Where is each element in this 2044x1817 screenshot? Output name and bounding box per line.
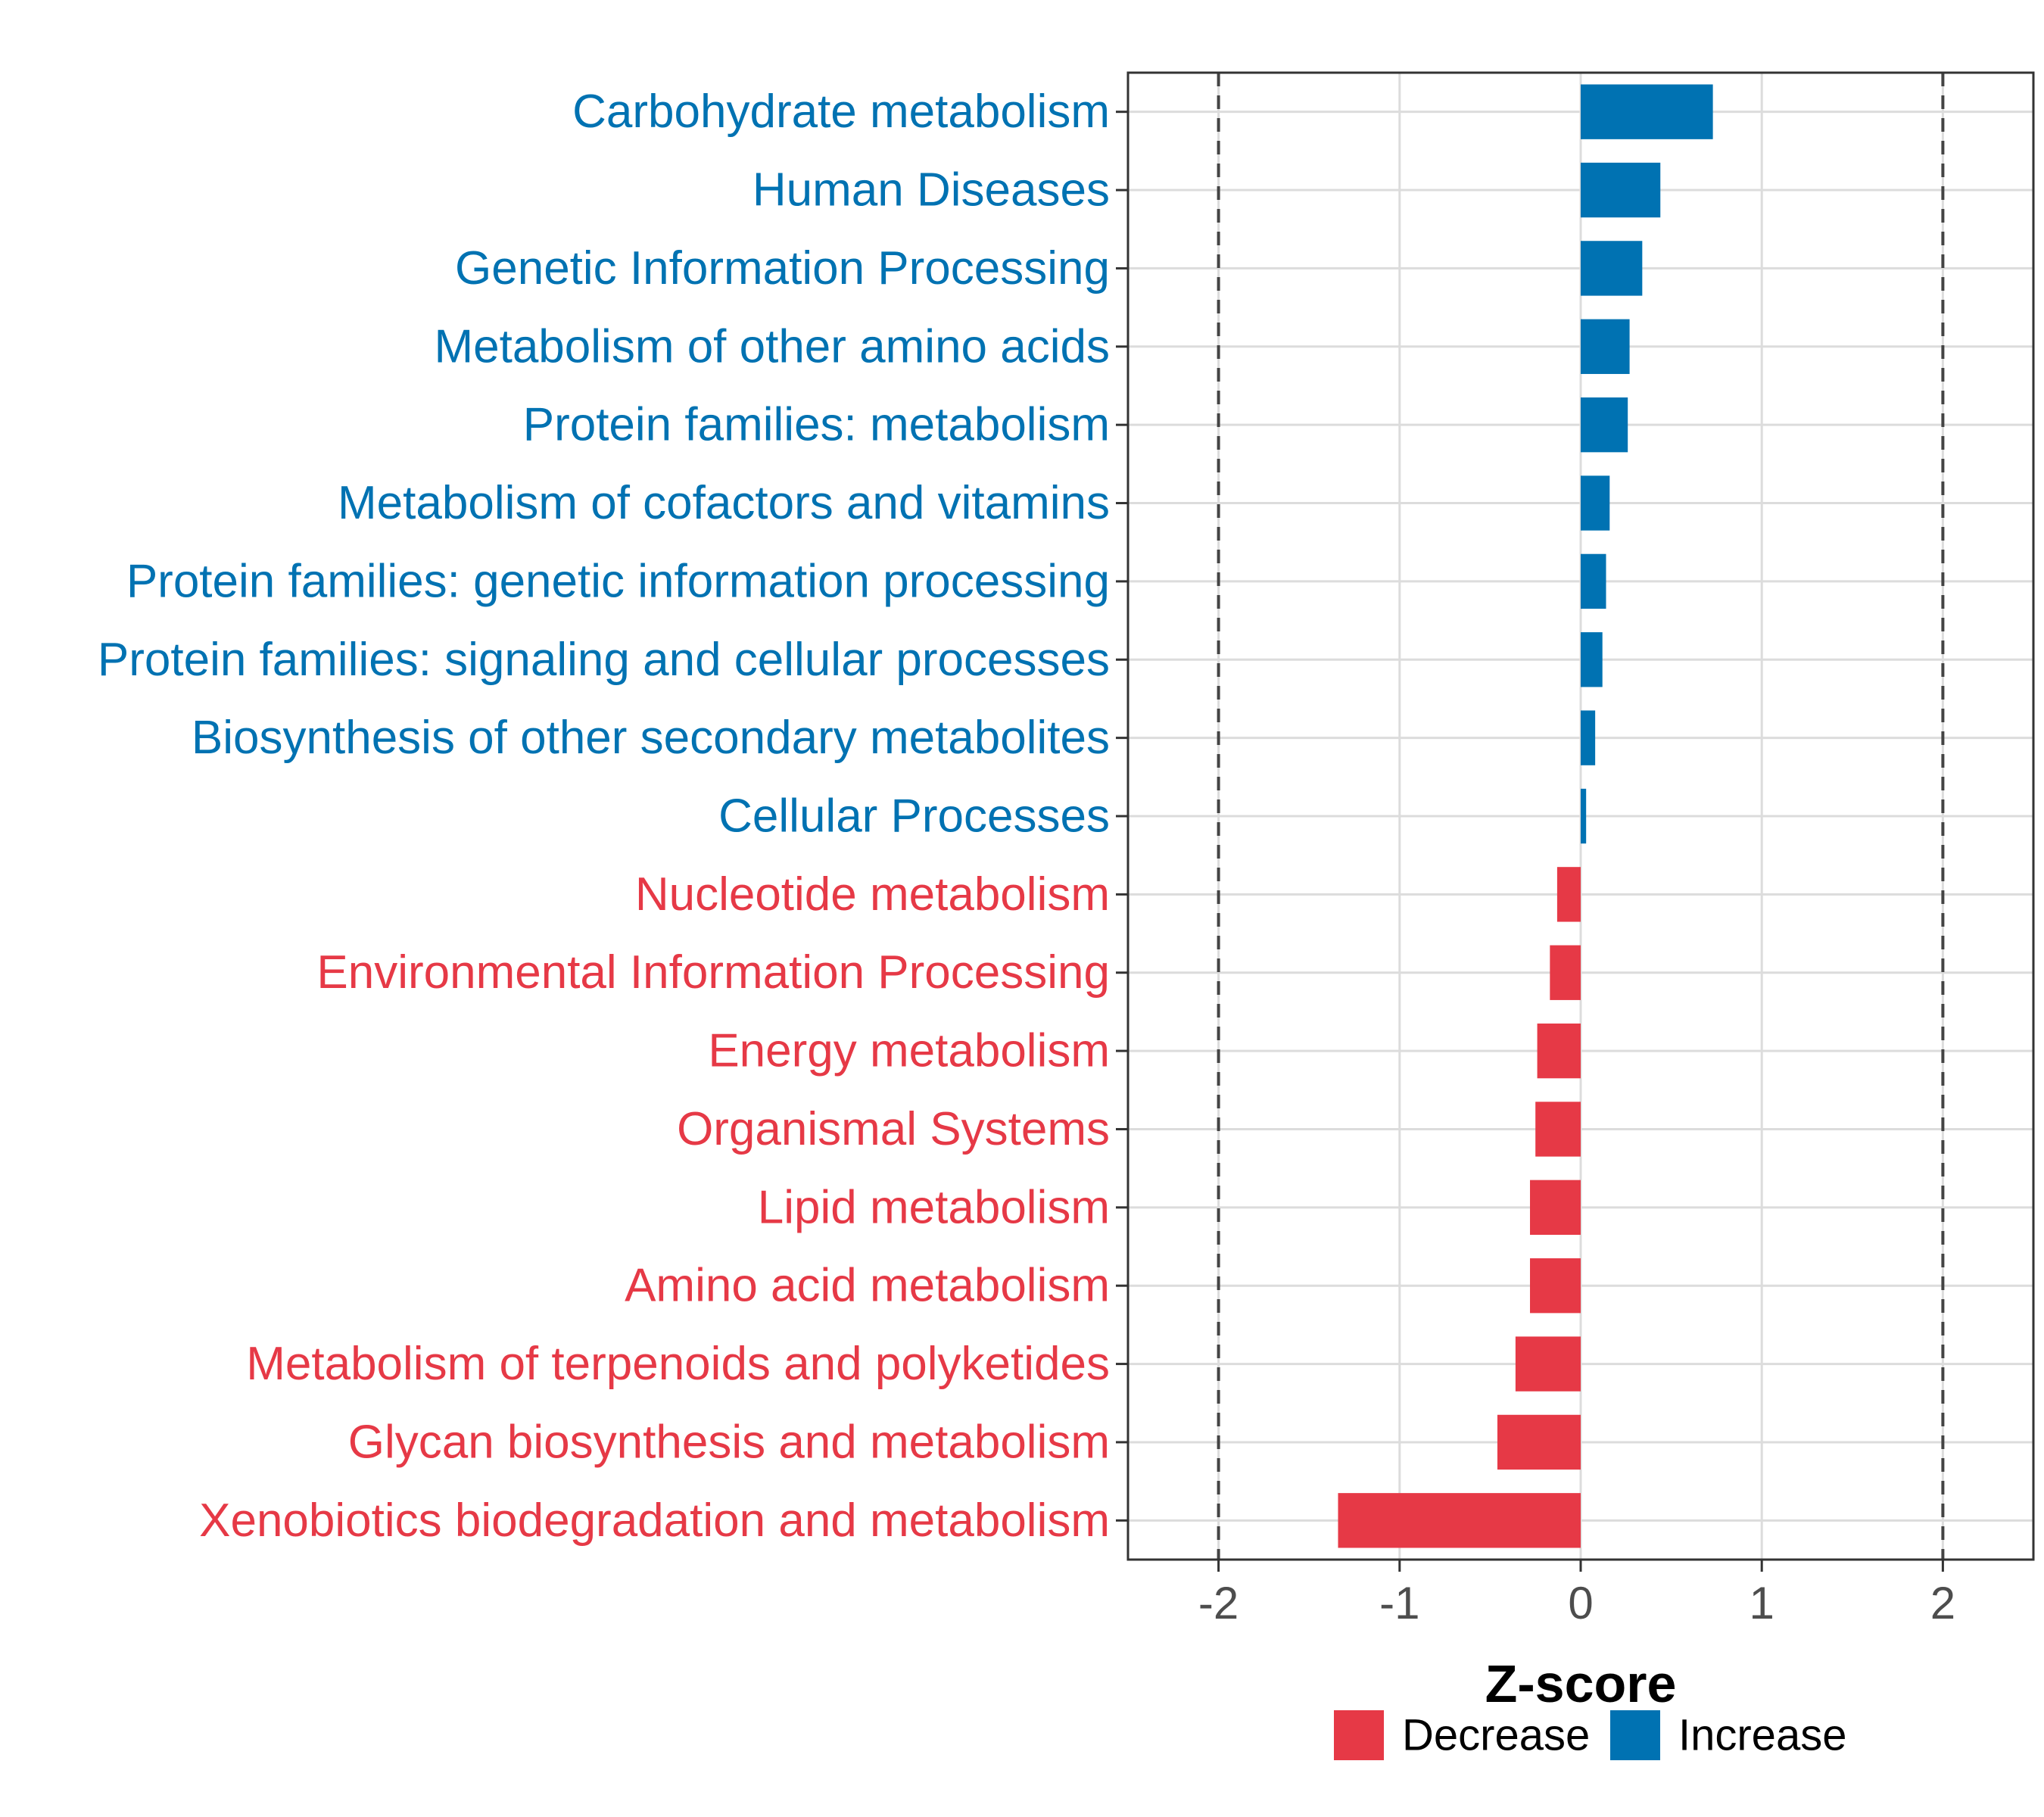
bars [1338, 84, 1713, 1548]
legend-label: Decrease [1402, 1711, 1590, 1760]
bar [1581, 788, 1587, 844]
legend-label: Increase [1678, 1711, 1846, 1760]
category-label: Carbohydrate metabolism [572, 86, 1110, 138]
bar [1581, 553, 1606, 609]
bar [1581, 162, 1661, 218]
x-axis-title: Z-score [1485, 1654, 1677, 1713]
category-label: Amino acid metabolism [625, 1260, 1110, 1312]
bar [1535, 1102, 1581, 1157]
category-label: Lipid metabolism [758, 1181, 1110, 1233]
category-label: Cellular Processes [718, 790, 1110, 843]
x-tick-label: 1 [1750, 1578, 1774, 1628]
x-axis: -2 -1 0 1 2 [1198, 1560, 1955, 1628]
category-label: Protein families: metabolism [523, 399, 1110, 451]
category-label: Biosynthesis of other secondary metaboli… [192, 712, 1110, 764]
bar [1581, 241, 1643, 296]
category-label: Environmental Information Processing [316, 946, 1110, 999]
bar [1537, 1023, 1581, 1079]
x-tick-label: -1 [1379, 1578, 1419, 1628]
category-label: Organismal Systems [677, 1103, 1110, 1155]
category-label: Energy metabolism [708, 1025, 1110, 1077]
category-label: Xenobiotics biodegradation and metabolis… [199, 1494, 1110, 1547]
category-label: Nucleotide metabolism [635, 868, 1110, 921]
bar [1581, 710, 1596, 765]
legend: Decrease Increase [1334, 1710, 1846, 1760]
bar [1497, 1414, 1581, 1470]
category-label: Metabolism of other amino acids [434, 320, 1110, 372]
bar [1530, 1258, 1581, 1314]
legend-key [1334, 1710, 1384, 1760]
category-label: Metabolism of cofactors and vitamins [338, 477, 1110, 529]
bar [1581, 319, 1630, 374]
legend-key [1610, 1710, 1660, 1760]
bar [1581, 632, 1603, 687]
y-axis: Carbohydrate metabolism Human Diseases Gen… [98, 86, 1128, 1547]
x-tick-label: 0 [1568, 1578, 1593, 1628]
bar [1515, 1336, 1581, 1392]
bar [1556, 867, 1581, 922]
category-label: Metabolism of terpenoids and polyketides [246, 1338, 1110, 1390]
bar [1581, 397, 1628, 453]
category-label: Protein families: genetic information pr… [126, 555, 1110, 607]
category-label: Genetic Information Processing [455, 242, 1110, 295]
x-tick-label: 2 [1930, 1578, 1955, 1628]
category-label: Glycan biosynthesis and metabolism [348, 1416, 1110, 1468]
category-label: Protein families: signaling and cellular… [98, 634, 1110, 686]
bar [1581, 84, 1713, 139]
bar [1550, 945, 1581, 1000]
x-tick-label: -2 [1198, 1578, 1239, 1628]
bar [1530, 1180, 1581, 1236]
reference-lines [1217, 73, 1945, 1560]
bar [1338, 1493, 1581, 1548]
bar [1581, 475, 1610, 531]
category-label: Human Diseases [752, 164, 1110, 217]
